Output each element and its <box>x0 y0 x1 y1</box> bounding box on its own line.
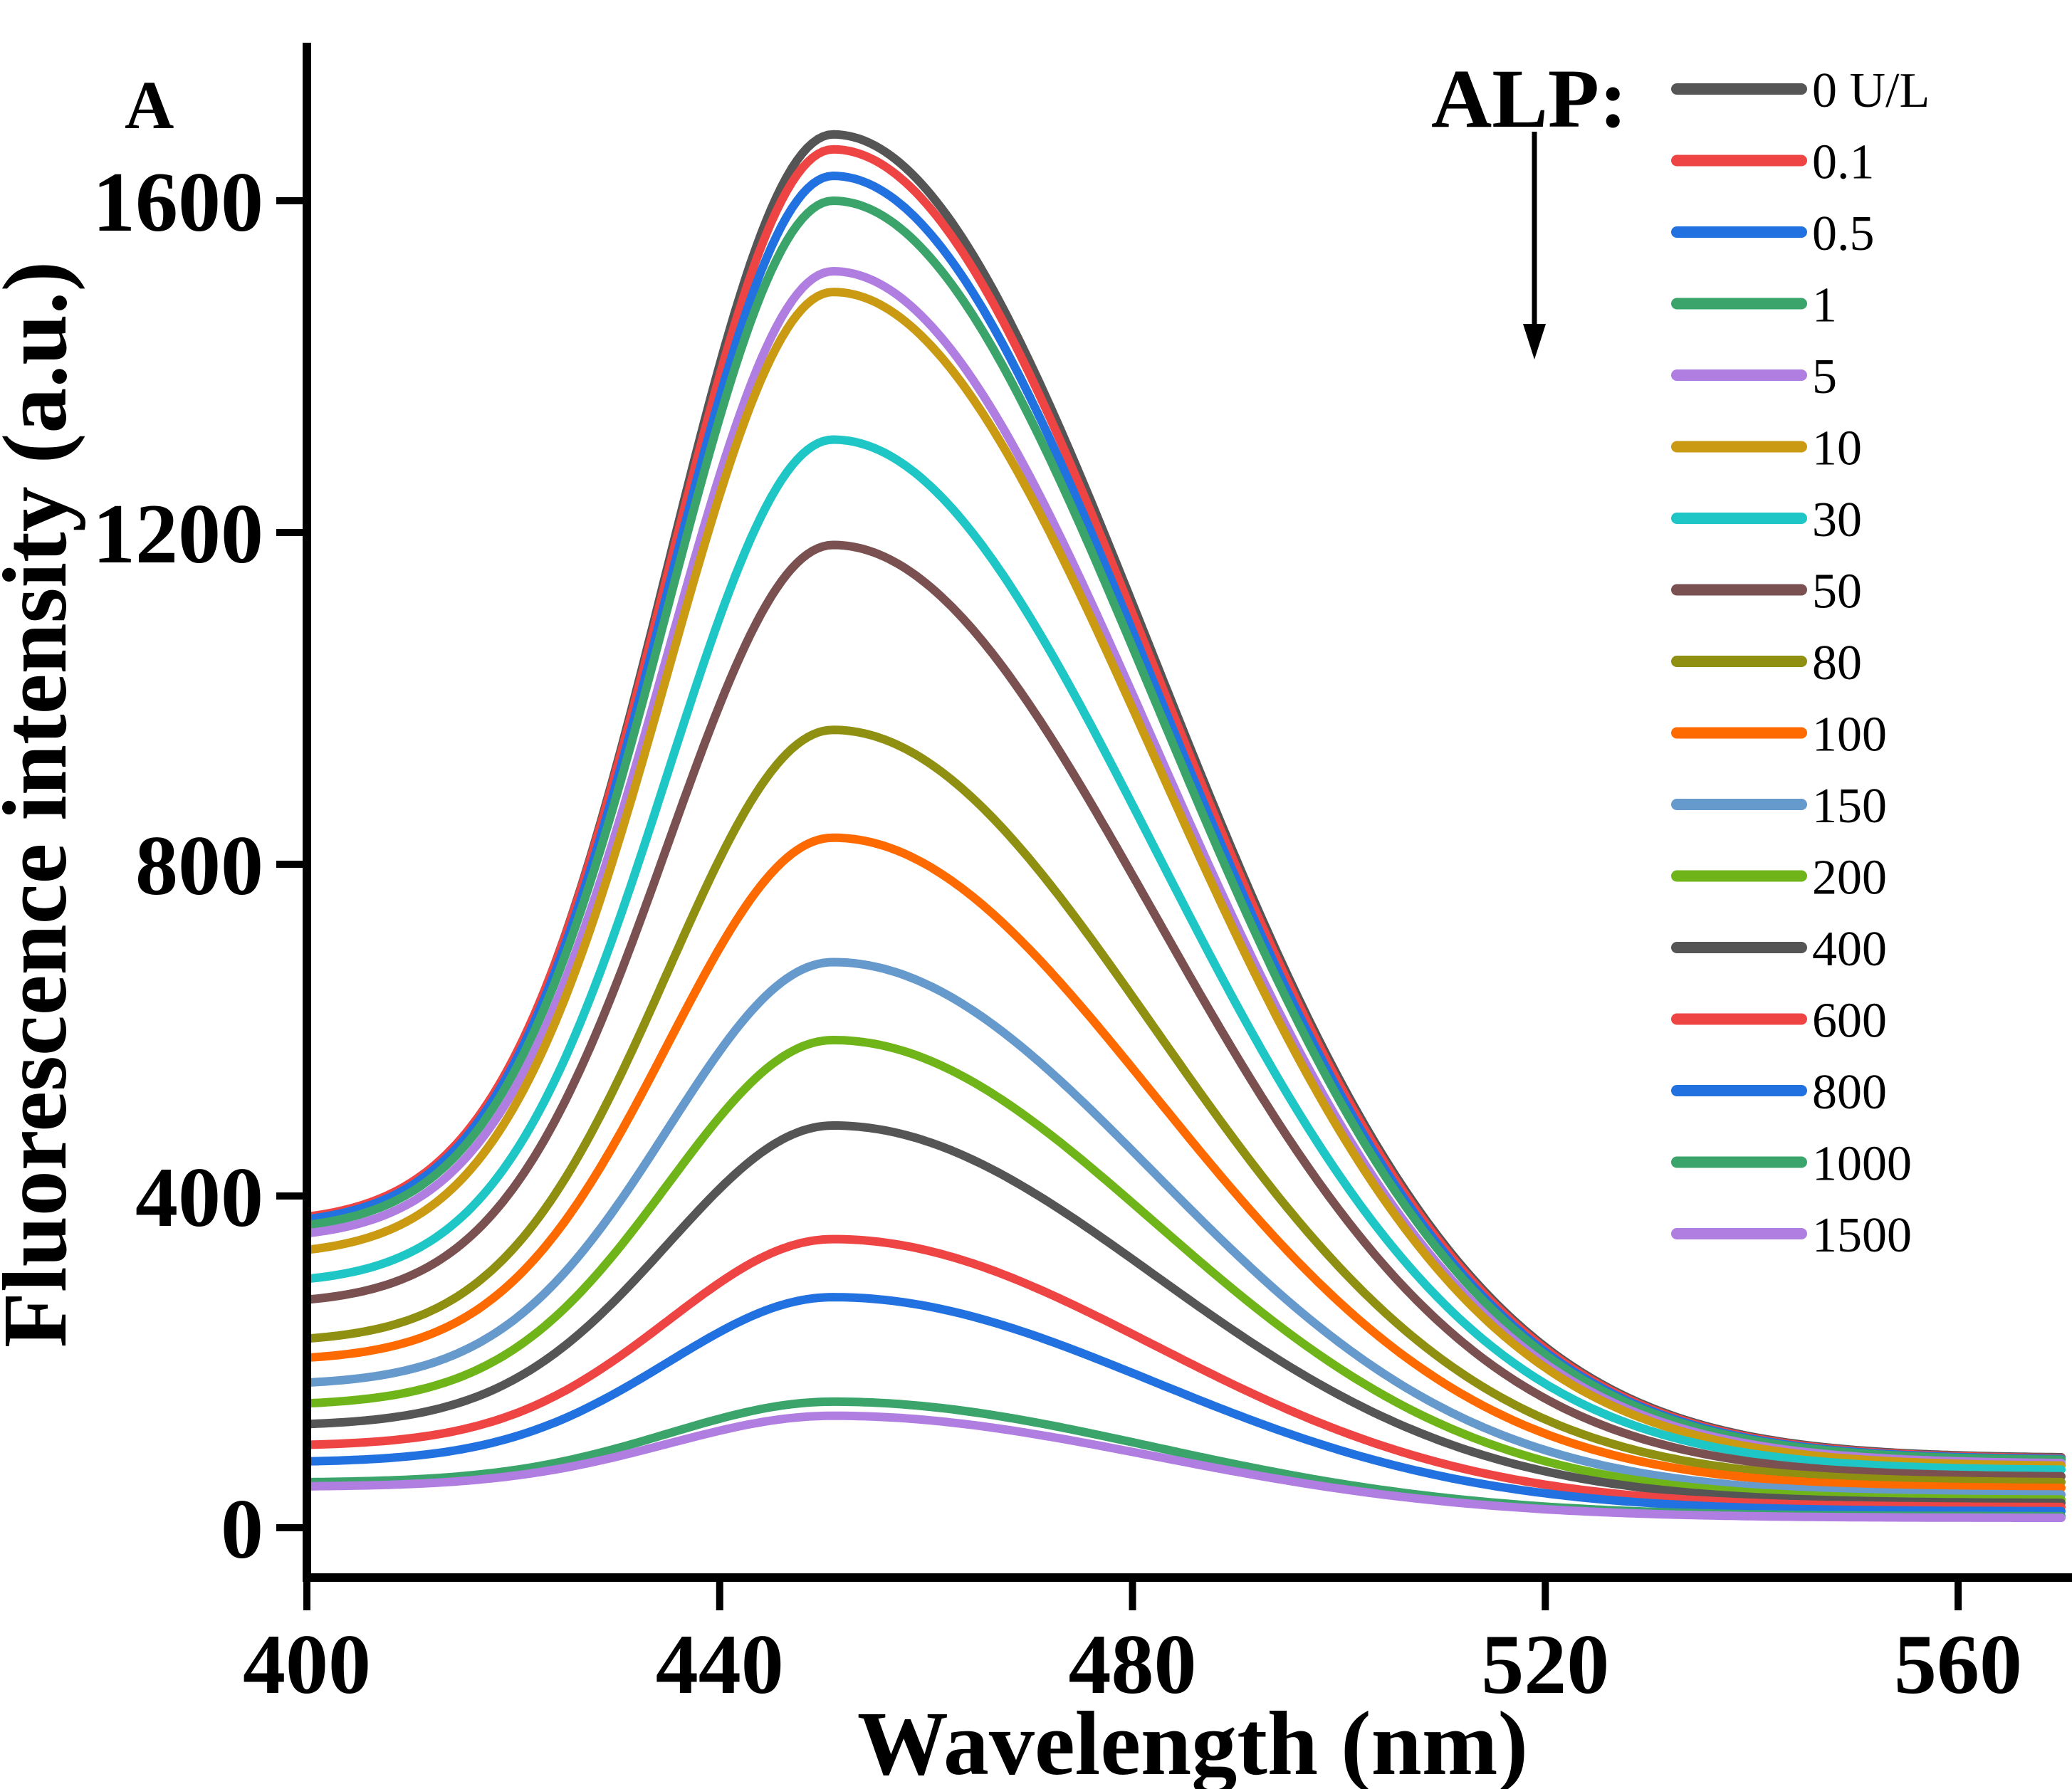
spectrum-line-6 <box>303 435 2066 1474</box>
spectrum-line-13 <box>303 1234 2066 1511</box>
x-tick-label: 560 <box>1894 1617 2022 1711</box>
spectrum-line-9 <box>303 833 2066 1493</box>
y-axis-title: Fluorescence intensity (a.u.) <box>0 261 85 1348</box>
legend-label: 600 <box>1812 994 1887 1049</box>
x-tick-label: 520 <box>1481 1617 1609 1711</box>
legend-label: 200 <box>1812 851 1887 906</box>
spectrum-line-0 <box>303 130 2066 1462</box>
x-axis-title: Wavelength (nm) <box>857 1693 1528 1789</box>
y-tick-label: 1600 <box>93 154 263 249</box>
x-tick-label: 400 <box>243 1617 371 1711</box>
x-tick-label: 480 <box>1069 1617 1197 1711</box>
x-tick-label: 440 <box>656 1617 784 1711</box>
legend: 0 U/L 0.1 0.5 1 5 10 30 50 80 100 150 200 400 600 800 1… <box>1671 63 1930 1263</box>
arrow-down-icon <box>1523 132 1546 360</box>
legend-label: 1000 <box>1812 1137 1912 1192</box>
legend-label: 1 <box>1812 278 1837 333</box>
spectrum-curves <box>303 130 2066 1522</box>
legend-label: 400 <box>1812 922 1887 977</box>
legend-label: 150 <box>1812 779 1887 834</box>
legend-label: 5 <box>1812 350 1837 404</box>
legend-label: 100 <box>1812 708 1887 762</box>
y-ticks: 0 400 800 1200 1600 <box>93 154 307 1576</box>
legend-label: 0.1 <box>1812 135 1875 190</box>
legend-label: 800 <box>1812 1065 1887 1120</box>
legend-label: 0 U/L <box>1812 63 1930 118</box>
y-tick-label: 800 <box>135 818 263 913</box>
spectrum-line-10 <box>303 958 2066 1499</box>
spectrum-line-16 <box>303 1411 2066 1522</box>
legend-label: 10 <box>1812 421 1862 476</box>
legend-label: 0.5 <box>1812 206 1875 261</box>
legend-label: 30 <box>1812 493 1862 547</box>
y-tick-label: 0 <box>221 1481 263 1576</box>
spectrum-line-5 <box>303 288 2066 1470</box>
x-ticks: 400 440 480 520 560 <box>243 1578 2022 1711</box>
spectrum-line-14 <box>303 1293 2066 1516</box>
spectrum-line-12 <box>303 1121 2066 1508</box>
y-tick-label: 400 <box>135 1150 263 1244</box>
y-tick-label: 1200 <box>93 486 263 581</box>
spectrum-line-11 <box>303 1036 2066 1504</box>
legend-label: 50 <box>1812 565 1862 619</box>
legend-label: 80 <box>1812 636 1862 691</box>
spectrum-line-8 <box>303 725 2066 1486</box>
spectrum-line-7 <box>303 540 2066 1481</box>
legend-label: 1500 <box>1812 1208 1912 1263</box>
panel-label: A <box>125 67 174 143</box>
legend-title: ALP: <box>1431 52 1627 145</box>
